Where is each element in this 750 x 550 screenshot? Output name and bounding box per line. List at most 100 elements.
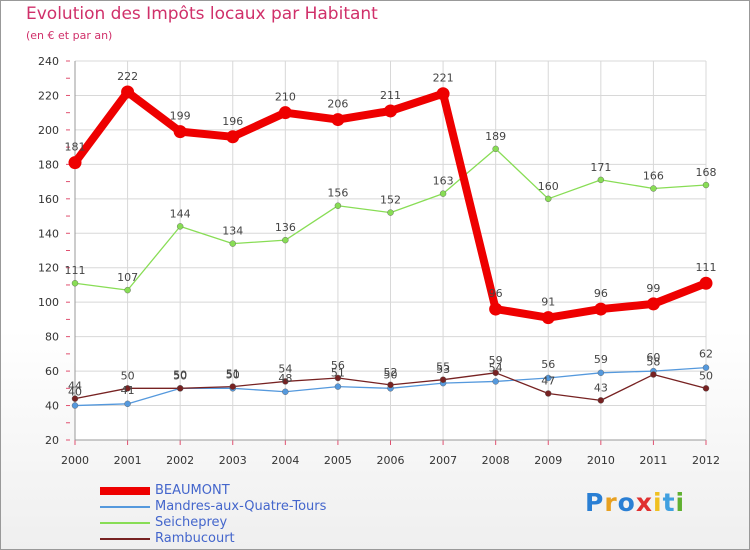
data-label-beaumont: 181 — [65, 141, 86, 154]
legend-swatch — [100, 487, 150, 495]
y-tick-label: 40 — [45, 400, 59, 413]
data-label-rambucourt: 55 — [436, 361, 450, 374]
data-point-rambucourt — [334, 374, 342, 382]
data-point-beaumont — [436, 87, 450, 101]
data-point-beaumont — [646, 297, 660, 311]
data-label-beaumont: 111 — [696, 261, 717, 274]
data-point-seicheprey — [334, 202, 342, 209]
data-label-mandres-aux-quatre-tours: 59 — [594, 353, 608, 366]
data-label-rambucourt: 56 — [331, 359, 345, 372]
legend-swatch — [100, 522, 150, 524]
data-label-seicheprey: 166 — [643, 169, 664, 182]
data-point-beaumont — [331, 113, 345, 127]
data-label-rambucourt: 50 — [173, 369, 187, 382]
data-label-mandres-aux-quatre-tours: 60 — [646, 351, 660, 364]
data-point-mandres-aux-quatre-tours — [282, 388, 289, 395]
data-point-seicheprey — [545, 195, 552, 203]
data-label-beaumont: 199 — [170, 110, 191, 123]
proxiti-logo: Proxiti — [585, 488, 686, 517]
x-tick-label: 2001 — [114, 454, 142, 467]
data-label-beaumont: 96 — [594, 287, 608, 300]
data-point-beaumont — [594, 302, 608, 316]
y-tick-label: 80 — [45, 331, 59, 344]
data-label-beaumont: 91 — [541, 296, 555, 309]
data-label-seicheprey: 160 — [538, 180, 559, 193]
data-point-seicheprey — [702, 181, 710, 189]
x-tick-label: 2008 — [482, 454, 510, 467]
chart-title: Evolution des Impôts locaux par Habitant — [26, 4, 378, 24]
data-point-mandres-aux-quatre-tours — [702, 364, 710, 371]
x-tick-label: 2003 — [219, 454, 247, 467]
data-point-rambucourt — [597, 397, 605, 404]
x-tick-label: 2006 — [377, 454, 405, 467]
data-label-beaumont: 99 — [646, 282, 660, 295]
data-label-beaumont: 96 — [489, 287, 503, 300]
y-tick-label: 180 — [38, 158, 59, 171]
data-label-rambucourt: 50 — [121, 369, 135, 382]
data-point-mandres-aux-quatre-tours — [545, 374, 552, 382]
data-label-rambucourt: 54 — [278, 362, 292, 375]
data-label-beaumont: 206 — [327, 98, 348, 111]
data-point-rambucourt — [650, 371, 657, 378]
data-label-rambucourt: 50 — [699, 369, 713, 382]
x-tick-label: 2000 — [61, 454, 89, 467]
data-label-mandres-aux-quatre-tours: 53 — [436, 363, 450, 376]
data-point-seicheprey — [124, 286, 131, 294]
data-label-mandres-aux-quatre-tours: 50 — [226, 368, 240, 381]
legend-label: Mandres-aux-Quatre-Tours — [155, 499, 327, 514]
data-label-seicheprey: 171 — [590, 161, 611, 174]
data-point-seicheprey — [176, 223, 184, 230]
data-point-seicheprey — [439, 190, 447, 197]
data-label-rambucourt: 44 — [68, 380, 82, 393]
data-label-mandres-aux-quatre-tours: 62 — [699, 348, 713, 361]
data-point-beaumont — [699, 276, 713, 290]
data-label-seicheprey: 134 — [222, 225, 243, 238]
data-point-mandres-aux-quatre-tours — [71, 402, 79, 409]
chart-subtitle: (en € et par an) — [26, 29, 113, 42]
data-label-beaumont: 211 — [380, 89, 401, 102]
data-point-rambucourt — [71, 395, 79, 402]
data-label-beaumont: 196 — [222, 115, 243, 128]
data-point-beaumont — [489, 302, 503, 316]
data-label-seicheprey: 163 — [433, 175, 454, 188]
x-tick-label: 2004 — [271, 454, 299, 467]
data-point-mandres-aux-quatre-tours — [334, 383, 342, 390]
data-point-rambucourt — [282, 378, 289, 385]
y-tick-label: 220 — [38, 89, 59, 102]
y-tick-label: 200 — [38, 124, 59, 137]
data-label-rambucourt: 59 — [489, 354, 503, 367]
data-label-mandres-aux-quatre-tours: 48 — [278, 372, 292, 385]
data-label-seicheprey: 189 — [485, 130, 506, 143]
y-tick-label: 20 — [45, 434, 59, 447]
data-label-seicheprey: 107 — [117, 271, 138, 284]
data-point-seicheprey — [71, 280, 79, 287]
data-point-seicheprey — [650, 185, 657, 192]
legend-label: Seicheprey — [155, 515, 228, 530]
data-point-rambucourt — [545, 390, 552, 397]
data-point-seicheprey — [597, 176, 605, 184]
data-point-rambucourt — [229, 383, 236, 390]
data-label-mandres-aux-quatre-tours: 50 — [384, 368, 398, 381]
data-label-rambucourt: 47 — [541, 374, 555, 387]
y-tick-label: 100 — [38, 296, 59, 309]
data-label-seicheprey: 152 — [380, 194, 401, 207]
data-label-mandres-aux-quatre-tours: 40 — [68, 386, 82, 399]
data-label-mandres-aux-quatre-tours: 50 — [173, 368, 187, 381]
data-point-mandres-aux-quatre-tours — [124, 400, 131, 408]
data-point-mandres-aux-quatre-tours — [597, 369, 605, 377]
x-tick-label: 2011 — [639, 454, 667, 467]
data-point-beaumont — [68, 156, 82, 170]
x-tick-label: 2007 — [429, 454, 457, 467]
data-label-rambucourt: 51 — [226, 368, 240, 381]
x-tick-label: 2002 — [166, 454, 194, 467]
data-label-seicheprey: 168 — [696, 166, 717, 179]
data-point-mandres-aux-quatre-tours — [492, 378, 499, 385]
legend-label: BEAUMONT — [155, 483, 230, 498]
x-tick-label: 2005 — [324, 454, 352, 467]
data-point-beaumont — [226, 130, 240, 144]
data-point-rambucourt — [387, 381, 394, 389]
data-label-mandres-aux-quatre-tours: 41 — [121, 384, 135, 397]
x-tick-label: 2012 — [692, 454, 720, 467]
x-tick-label: 2009 — [534, 454, 562, 467]
